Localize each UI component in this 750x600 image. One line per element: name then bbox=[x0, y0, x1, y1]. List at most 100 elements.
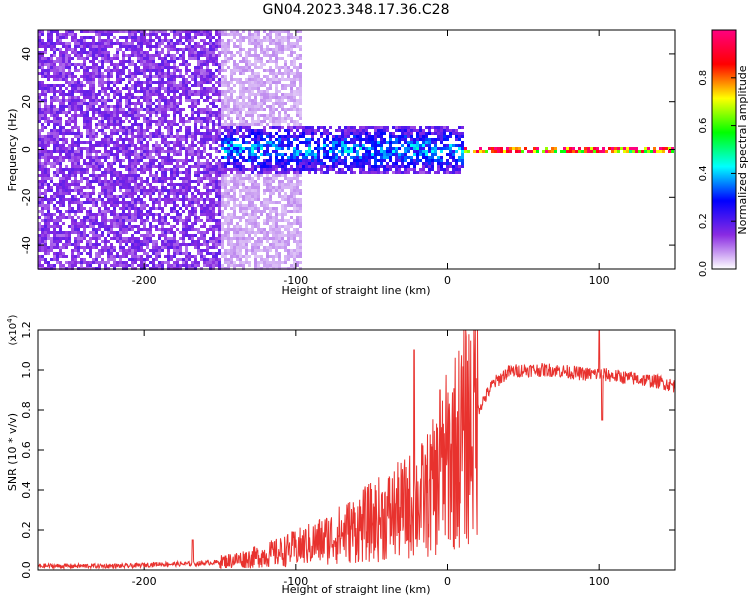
spectrogram-cell bbox=[227, 102, 230, 105]
spectrogram-cell bbox=[59, 105, 62, 108]
spectrogram-cell bbox=[266, 162, 269, 165]
spectrogram-cell bbox=[218, 78, 221, 81]
spectrogram-cell bbox=[266, 180, 269, 183]
spectrogram-cell bbox=[38, 111, 41, 114]
spectrogram-cell bbox=[86, 171, 89, 174]
spectrogram-cell bbox=[125, 48, 128, 51]
spectrogram-cell bbox=[122, 249, 125, 252]
spectrogram-cell bbox=[137, 90, 140, 93]
spectrogram-cell bbox=[206, 114, 209, 117]
spectrogram-cell bbox=[179, 213, 182, 216]
spectrogram-cell bbox=[47, 171, 50, 174]
spectrogram-cell bbox=[206, 123, 209, 126]
spectrogram-cell bbox=[104, 39, 107, 42]
spectrogram-cell bbox=[260, 84, 263, 87]
spectrogram-cell bbox=[209, 54, 212, 57]
spectrogram-cell bbox=[182, 225, 185, 228]
spectrogram-cell bbox=[287, 36, 290, 39]
spectrogram-cell bbox=[278, 36, 281, 39]
spectrogram-cell bbox=[269, 78, 272, 81]
spectrogram-cell bbox=[122, 144, 125, 147]
spectrogram-cell bbox=[239, 216, 242, 219]
spectrogram-cell bbox=[38, 255, 41, 258]
spectrogram-cell bbox=[230, 240, 233, 243]
spectrogram-cell bbox=[53, 75, 56, 78]
spectrogram-cell bbox=[209, 213, 212, 216]
spectrogram-cell bbox=[212, 36, 215, 39]
spectrogram-cell bbox=[89, 213, 92, 216]
spectrogram-cell bbox=[68, 72, 71, 75]
spectrogram-cell bbox=[275, 246, 278, 249]
spectrogram-cell bbox=[131, 75, 134, 78]
spectrogram-cell bbox=[110, 204, 113, 207]
spectrogram-cell bbox=[215, 138, 218, 141]
spectrogram-cell bbox=[50, 201, 53, 204]
spectrogram-cell bbox=[224, 180, 227, 183]
spectrogram-cell bbox=[86, 66, 89, 69]
spectrogram-cell bbox=[80, 156, 83, 159]
spectrogram-cell bbox=[191, 192, 194, 195]
spectrogram-cell bbox=[173, 246, 176, 249]
spectrogram-cell bbox=[167, 144, 170, 147]
spectrogram-cell bbox=[200, 81, 203, 84]
spectrogram-cell bbox=[269, 246, 272, 249]
spectrogram-cell bbox=[275, 243, 278, 246]
spectrogram-cell bbox=[134, 36, 137, 39]
spectrogram-cell bbox=[155, 114, 158, 117]
spectrogram-cell bbox=[254, 144, 257, 147]
spectrogram-cell bbox=[278, 264, 281, 267]
spectrogram-cell bbox=[242, 207, 245, 210]
spectrogram-cell bbox=[119, 135, 122, 138]
spectrogram-cell bbox=[167, 192, 170, 195]
spectrogram-cell bbox=[245, 198, 248, 201]
spectrogram-cell bbox=[284, 240, 287, 243]
spectrogram-cell bbox=[239, 84, 242, 87]
spectrogram-cell bbox=[188, 54, 191, 57]
spectrogram-cell bbox=[248, 222, 251, 225]
spectrogram-cell bbox=[161, 261, 164, 264]
spectrogram-cell bbox=[266, 123, 269, 126]
spectrogram-cell bbox=[284, 129, 287, 132]
spectrogram-cell bbox=[92, 36, 95, 39]
spectrogram-cell bbox=[140, 138, 143, 141]
spectrogram-cell bbox=[116, 129, 119, 132]
spectrogram-cell bbox=[41, 75, 44, 78]
spectrogram-cell bbox=[227, 237, 230, 240]
spectrogram-cell bbox=[143, 234, 146, 237]
spectrogram-cell bbox=[68, 186, 71, 189]
spectrogram-cell bbox=[266, 60, 269, 63]
spectrogram-cell bbox=[131, 45, 134, 48]
spectrogram-cell bbox=[101, 192, 104, 195]
spectrogram-cell bbox=[44, 75, 47, 78]
spectrogram-cell bbox=[113, 156, 116, 159]
spectrogram-cell bbox=[221, 201, 224, 204]
spectrogram-cell bbox=[284, 246, 287, 249]
spectrogram-cell bbox=[176, 150, 179, 153]
spectrogram-cell bbox=[197, 261, 200, 264]
spectrogram-cell bbox=[95, 246, 98, 249]
spectrogram-cell bbox=[200, 138, 203, 141]
spectrogram-cell bbox=[275, 222, 278, 225]
spectrogram-cell bbox=[173, 144, 176, 147]
spectrogram-cell bbox=[212, 201, 215, 204]
spectrogram-cell bbox=[41, 66, 44, 69]
spectrogram-cell bbox=[167, 195, 170, 198]
spectrogram-cell bbox=[110, 120, 113, 123]
spectrogram-cell bbox=[92, 87, 95, 90]
spectrogram-cell bbox=[164, 126, 167, 129]
spectrogram-cell bbox=[194, 195, 197, 198]
spectrogram-cell bbox=[152, 75, 155, 78]
spectrogram-cell bbox=[233, 144, 236, 147]
spectrogram-cell bbox=[176, 135, 179, 138]
spectrogram-cell bbox=[161, 243, 164, 246]
spectrogram-cell bbox=[128, 228, 131, 231]
spectrogram-cell bbox=[272, 150, 275, 153]
spectrogram-cell bbox=[149, 60, 152, 63]
spectrogram-cell bbox=[50, 63, 53, 66]
spectrogram-cell bbox=[119, 105, 122, 108]
spectrogram-cell bbox=[266, 141, 269, 144]
spectrogram-cell bbox=[104, 117, 107, 120]
spectrogram-cell bbox=[44, 48, 47, 51]
spectrogram-cell bbox=[125, 156, 128, 159]
spectrogram-cell bbox=[104, 225, 107, 228]
